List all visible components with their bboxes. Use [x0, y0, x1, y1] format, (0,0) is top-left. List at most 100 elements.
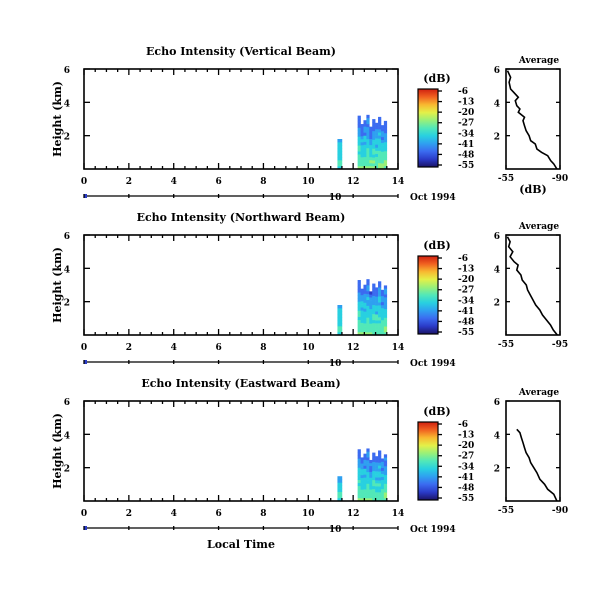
- heatmap-cell: [337, 494, 343, 499]
- heatmap-cell: [363, 162, 367, 167]
- heatmap-cell: [369, 489, 373, 493]
- heatmap-cell: [363, 126, 367, 130]
- heatmap-cell: [366, 156, 370, 161]
- heatmap-cell: [360, 154, 364, 158]
- heatmap-cell: [375, 317, 379, 321]
- heatmap-cell: [363, 489, 367, 493]
- heatmap-cell: [357, 115, 361, 119]
- heatmap-cell: [360, 294, 364, 299]
- heatmap-cell: [360, 316, 364, 320]
- heatmap-cell: [375, 159, 379, 164]
- heatmap-cell: [380, 467, 385, 471]
- heatmap-cell: [378, 284, 382, 288]
- heatmap-cell: [357, 139, 361, 143]
- heatmap-cell: [360, 297, 364, 302]
- heatmap-cell: [369, 291, 373, 295]
- heatmap-cell: [383, 165, 388, 170]
- colorbar-body: [417, 421, 439, 501]
- colorbar-tick-label: -55: [458, 328, 474, 338]
- profile-y-tick-label: 2: [494, 299, 500, 309]
- heatmap-cell: [363, 308, 367, 312]
- heatmap-cell: [357, 154, 361, 158]
- colorbar-label: (dB): [423, 72, 450, 85]
- heatmap-cell: [363, 462, 367, 466]
- profile-x-tick-label: -90: [552, 174, 568, 184]
- colorbar: (dB) -6-13-20-27-34-41-48-55: [417, 405, 474, 504]
- colorbar-tick-label: -6: [458, 254, 468, 264]
- heatmap-cell: [375, 480, 379, 484]
- profile-y-tick-label: 2: [494, 465, 500, 475]
- heatmap-cell: [383, 314, 388, 318]
- heatmap-cell: [369, 486, 373, 490]
- heatmap-cell: [383, 162, 388, 167]
- heatmap-cell: [383, 311, 388, 315]
- heatmap-cell: [337, 314, 343, 318]
- heatmap-cell: [366, 117, 370, 122]
- heatmap-cell: [363, 317, 367, 321]
- heatmap-cell: [375, 492, 379, 496]
- heatmap-cell: [375, 326, 379, 330]
- heatmap-cell: [378, 314, 382, 318]
- y-tick-label: 4: [64, 99, 70, 109]
- heatmap-cell: [363, 459, 367, 463]
- heatmap-cell: [375, 462, 379, 466]
- heatmap-cell: [378, 305, 382, 309]
- colorbar-tick-label: -13: [458, 98, 474, 108]
- heatmap-cell: [366, 474, 370, 478]
- heatmap-cell: [366, 135, 370, 140]
- heatmap-cell: [360, 498, 364, 502]
- heatmap-cell: [357, 292, 361, 296]
- heatmap-cell: [369, 459, 373, 464]
- heatmap-cell: [372, 148, 376, 152]
- heatmap-cell: [366, 311, 370, 315]
- heatmap-cell: [378, 486, 382, 490]
- heatmap-cell: [363, 165, 367, 170]
- heatmap-cell: [360, 310, 364, 314]
- colorbar-label: (dB): [423, 239, 450, 252]
- heatmap-cell: [337, 329, 343, 333]
- heatmap-cell: [337, 148, 343, 152]
- heatmap-cell: [369, 153, 373, 158]
- heatmap-cell: [363, 120, 367, 124]
- y-axis-label: Height (km): [51, 81, 64, 157]
- heatmap-cell: [383, 463, 388, 467]
- heatmap-cell: [383, 486, 388, 490]
- heatmap-cell: [337, 163, 343, 167]
- colorbar-tick-label: -20: [458, 108, 474, 118]
- heatmap-cell: [383, 288, 388, 292]
- heatmap-cell: [369, 483, 373, 487]
- heatmap-cell: [366, 480, 370, 484]
- heatmap-cell: [363, 290, 367, 294]
- heatmap-cell: [383, 120, 388, 125]
- heatmap-cell: [383, 495, 388, 499]
- heatmap-cell: [380, 136, 385, 141]
- heatmap-cell: [372, 295, 376, 300]
- heatmap-cell: [360, 130, 364, 134]
- heatmap-cell: [360, 483, 364, 487]
- heatmap-cell: [337, 145, 343, 149]
- heatmap-cell: [337, 323, 343, 327]
- heatmap-cell: [357, 307, 361, 311]
- heatmap-cell: [375, 122, 379, 127]
- heatmap-cell: [378, 474, 382, 478]
- heatmap-cell: [380, 130, 385, 135]
- heatmap-cell: [357, 148, 361, 152]
- heatmap-cell: [383, 474, 388, 478]
- heatmap-cell: [369, 135, 373, 140]
- profile-panel: Average 2 4 6 -55 -90: [494, 388, 568, 516]
- heatmap-cell: [372, 166, 376, 170]
- heatmap-cell: [369, 305, 373, 310]
- heatmap-cell: [357, 145, 361, 149]
- heatmap-cell: [378, 456, 382, 460]
- heatmap-cell: [372, 455, 376, 459]
- heatmap-cell: [366, 138, 370, 143]
- heatmap-cell: [378, 302, 382, 306]
- colorbar-tick-label: -20: [458, 275, 474, 285]
- heatmap-cell: [366, 486, 370, 490]
- heatmap-cell: [357, 313, 361, 317]
- heatmap-cell: [337, 157, 343, 161]
- heatmap-cell: [366, 165, 370, 170]
- heatmap-cell: [360, 160, 364, 164]
- heatmap-cell: [372, 325, 376, 330]
- heatmap-cell: [378, 119, 382, 124]
